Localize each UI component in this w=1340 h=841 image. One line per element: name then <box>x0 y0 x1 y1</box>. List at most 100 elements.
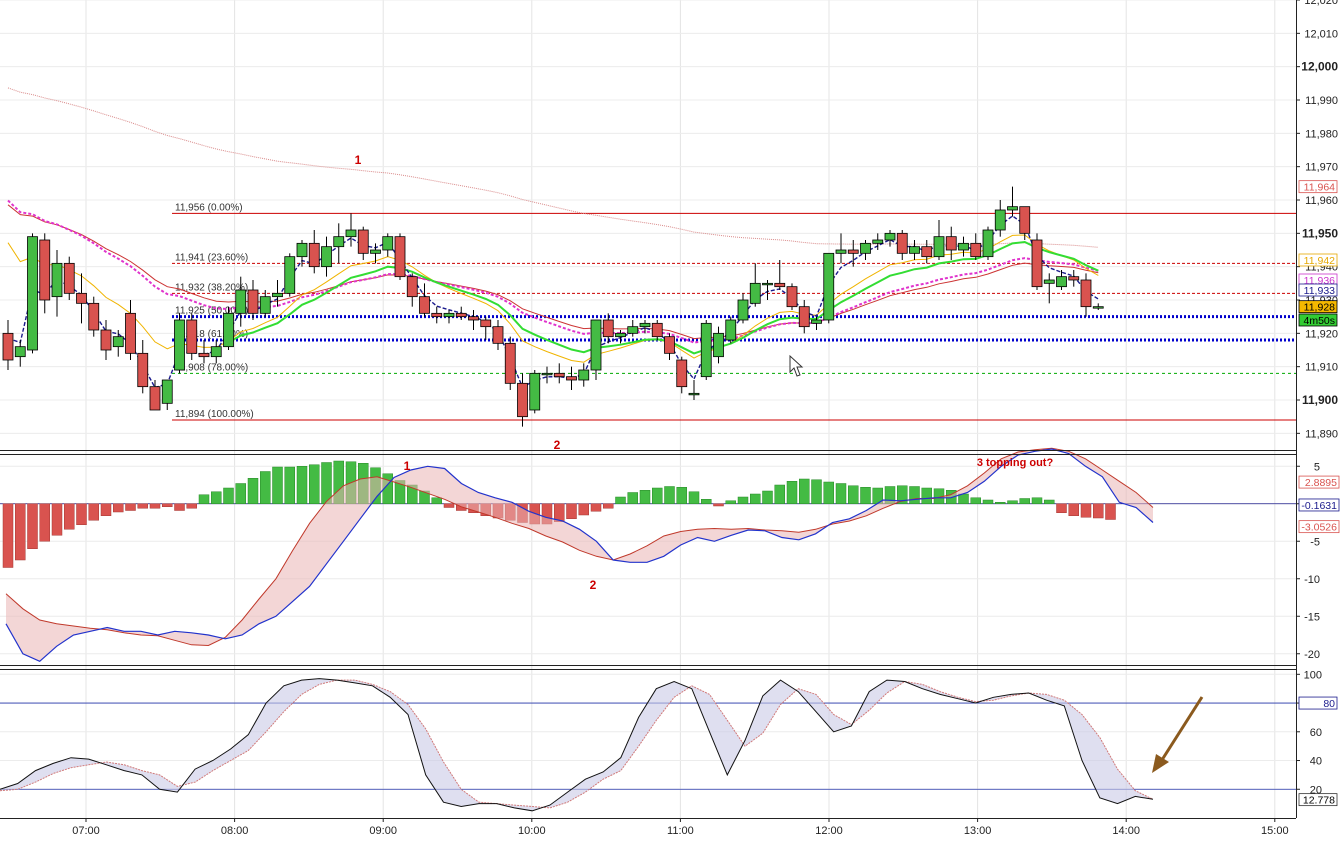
candle-body <box>1080 279 1092 308</box>
candle <box>786 283 798 310</box>
candle <box>798 300 810 334</box>
candle <box>39 233 51 314</box>
candle-body <box>39 239 51 301</box>
candle <box>921 240 933 264</box>
candle-body <box>823 252 835 321</box>
price-value-tag: 11,942 <box>1298 253 1338 267</box>
annotation-arrow <box>1152 696 1204 773</box>
price-value-tag-box <box>1298 283 1338 297</box>
candle <box>333 223 345 264</box>
candle <box>529 370 541 414</box>
macd-histogram-bar <box>211 491 222 504</box>
macd-tick-label: -15 <box>1304 611 1320 623</box>
macd-histogram-bar <box>603 503 614 509</box>
candle <box>602 313 614 344</box>
macd-histogram-bar <box>860 487 871 504</box>
price-panel <box>0 0 1296 450</box>
ma-green-line <box>228 240 1099 355</box>
macd-value-tag: -0.1631 <box>1298 498 1340 512</box>
price-value-tag-text: 4m50s <box>1303 315 1335 327</box>
macd-histogram-bar <box>982 499 994 504</box>
candle-body <box>112 336 124 348</box>
macd-value-tag-text: -3.0526 <box>1301 522 1337 534</box>
candle <box>149 380 161 411</box>
macd-histogram-bar <box>309 464 320 504</box>
macd-signal-line <box>5 447 1154 647</box>
macd-histogram-bar <box>909 486 920 504</box>
macd-histogram-bar <box>100 503 112 516</box>
time-tick-label: 08:00 <box>221 825 249 837</box>
candle <box>541 366 553 384</box>
candle <box>1080 273 1092 317</box>
candle <box>468 310 479 330</box>
candle <box>553 363 565 384</box>
macd-tick-label: -20 <box>1304 649 1320 661</box>
candle-body <box>468 316 479 321</box>
macd-histogram-bar <box>431 497 442 504</box>
macd-histogram-bar <box>823 481 834 504</box>
time-tick-label: 14:00 <box>1112 825 1140 837</box>
macd-histogram-bar <box>725 500 736 504</box>
candle-body <box>88 302 100 331</box>
candle-body <box>639 322 651 328</box>
macd-histogram-bar <box>688 491 700 504</box>
candle-body <box>174 319 185 371</box>
candle <box>1092 303 1104 310</box>
candle <box>272 280 283 307</box>
fib-level-label: 11,918 (61.80%) <box>175 329 248 340</box>
candle <box>431 306 443 324</box>
candle <box>664 333 675 360</box>
stoch-tick-label: 100 <box>1304 669 1322 681</box>
macd-histogram-bar <box>27 503 38 549</box>
macd-histogram-bar <box>627 492 638 504</box>
candle <box>1031 233 1043 290</box>
candle-body <box>333 236 345 248</box>
fib-level-label: 11,932 (38.20%) <box>175 282 248 293</box>
candle-body <box>137 352 149 388</box>
candle-body <box>921 246 933 258</box>
candle-body <box>223 312 234 348</box>
macd-histogram-bar <box>786 481 798 504</box>
candle <box>909 240 920 260</box>
candle-body <box>296 242 308 258</box>
candle-body <box>345 229 357 238</box>
candle <box>419 283 430 317</box>
stoch-tick-label: 60 <box>1310 727 1322 739</box>
time-tick-label: 10:00 <box>518 825 546 837</box>
candle-body <box>872 239 884 244</box>
candle <box>958 236 969 257</box>
candle <box>14 340 26 367</box>
candle <box>774 260 786 290</box>
candle-body <box>259 296 271 314</box>
candle <box>762 280 773 300</box>
candle-body <box>198 352 210 358</box>
price-tick-label: 11,890 <box>1305 428 1338 440</box>
macd-histogram-bar <box>713 503 724 507</box>
candle-body <box>847 249 859 254</box>
candle-body <box>272 292 283 298</box>
candle <box>406 273 418 307</box>
macd-histogram-bar <box>1080 503 1092 518</box>
macd-histogram-bar <box>762 490 773 504</box>
candle-body <box>578 369 590 381</box>
candle-body <box>125 312 136 354</box>
macd-histogram-bar <box>247 478 259 504</box>
candle-body <box>884 232 896 241</box>
time-tick-label: 13:00 <box>964 825 992 837</box>
candle-body <box>541 372 553 376</box>
candle <box>578 363 590 387</box>
candle <box>872 233 884 250</box>
price-value-tag: 11,964 <box>1298 180 1338 194</box>
macd-histogram-bar <box>921 487 932 504</box>
candle-body <box>762 282 773 286</box>
candle-body <box>382 236 394 251</box>
candle <box>1019 206 1031 240</box>
candle-body <box>2 332 14 361</box>
price-value-tag-box <box>1298 180 1338 194</box>
macd-histogram-bar <box>615 496 626 504</box>
candle <box>223 306 234 350</box>
candle <box>651 320 663 340</box>
macd-histogram-bar <box>676 487 687 504</box>
candle <box>847 240 859 267</box>
price-value-tag-box <box>1298 300 1338 314</box>
